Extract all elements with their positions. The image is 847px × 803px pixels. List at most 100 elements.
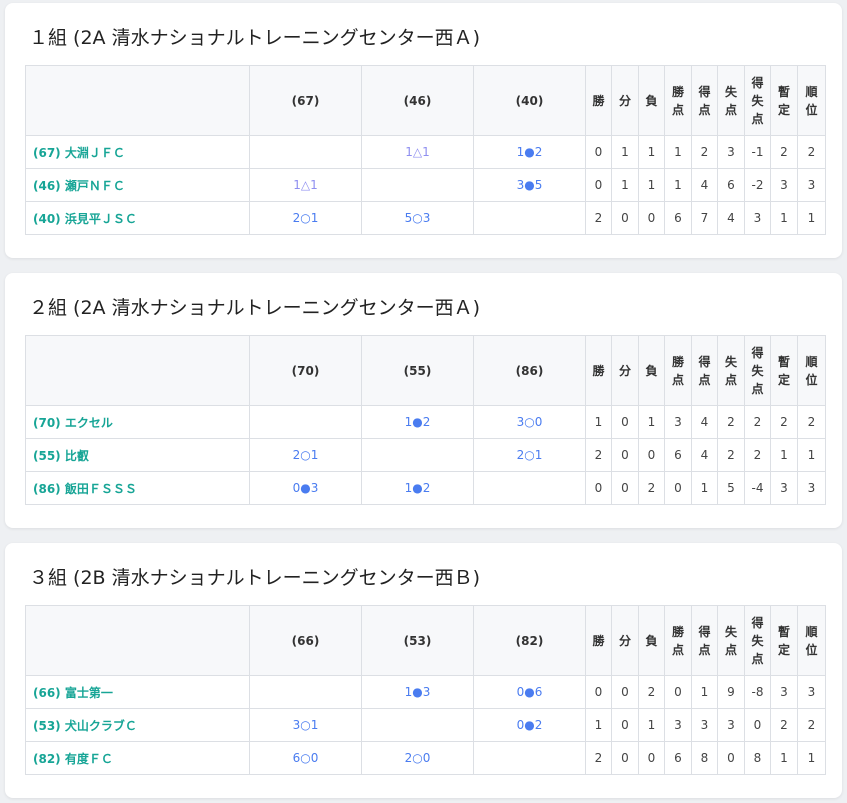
stat-cell: 1 (691, 675, 718, 709)
stat-cell: 3 (770, 675, 798, 709)
match-result[interactable]: 3○1 (249, 708, 362, 742)
stat-cell: 4 (691, 168, 718, 202)
stat-cell: 0 (585, 168, 612, 202)
header-stat: 勝 (585, 65, 612, 136)
stat-cell: 0 (611, 405, 639, 439)
stat-cell: 2 (691, 135, 718, 169)
stat-cell: 2 (797, 135, 826, 169)
match-result[interactable]: 1△1 (249, 168, 362, 202)
header-blank (25, 65, 250, 136)
stat-cell: -8 (744, 675, 771, 709)
match-result[interactable]: 5○3 (361, 201, 474, 235)
team-name[interactable]: (40) 浜見平ＪＳＣ (25, 201, 250, 235)
team-name[interactable]: (70) エクセル (25, 405, 250, 439)
stat-cell: 0 (611, 708, 639, 742)
match-result[interactable]: 1●2 (361, 405, 474, 439)
stat-cell: 3 (691, 708, 718, 742)
stat-cell: 3 (717, 135, 745, 169)
match-result (473, 201, 586, 235)
stat-cell: 1 (770, 438, 798, 472)
stat-cell: 0 (664, 471, 692, 505)
standings-table: (67) (46) (40) 勝分負勝点 得点 失点 得失点 暫定 順位 (67) 大淵ＪＦＣ 1△… (25, 65, 826, 235)
group-title: １組 (2A 清水ナショナルトレーニングセンター西Ａ) (29, 27, 480, 49)
stat-cell: 2 (585, 741, 612, 775)
stat-cell: 2 (744, 438, 771, 472)
match-result[interactable]: 2○1 (249, 201, 362, 235)
team-name[interactable]: (53) 犬山クラブＣ (25, 708, 250, 742)
table-row: (46) 瀬戸ＮＦＣ 1△1 3●5 0 1 1 1 4 6 -2 3 3 (25, 168, 826, 202)
match-result[interactable]: 1●2 (361, 471, 474, 505)
stat-cell: 2 (717, 438, 745, 472)
stat-cell: 1 (664, 168, 692, 202)
stat-cell: 2 (638, 675, 665, 709)
header-stat: 順位 (797, 605, 826, 676)
header-row: (67) (46) (40) 勝分負勝点 得点 失点 得失点 暫定 順位 (25, 65, 826, 136)
match-result (473, 471, 586, 505)
stat-cell: 1 (664, 135, 692, 169)
match-result[interactable]: 6○0 (249, 741, 362, 775)
stat-cell: 4 (691, 405, 718, 439)
stat-cell: 1 (585, 405, 612, 439)
match-result[interactable]: 2○0 (361, 741, 474, 775)
header-stat: 負 (638, 605, 665, 676)
match-result[interactable]: 0●2 (473, 708, 586, 742)
header-blank (25, 335, 250, 406)
team-name[interactable]: (66) 富士第一 (25, 675, 250, 709)
stat-cell: 8 (691, 741, 718, 775)
header-stat: 分 (611, 605, 639, 676)
stat-cell: 1 (797, 438, 826, 472)
header-opponent: (86) (473, 335, 586, 406)
team-name[interactable]: (55) 比叡 (25, 438, 250, 472)
match-result[interactable]: 1●3 (361, 675, 474, 709)
header-stat: 分 (611, 65, 639, 136)
header-stat: 得失点 (744, 605, 771, 676)
header-stat: 暫定 (770, 605, 798, 676)
stat-cell: 0 (611, 741, 639, 775)
team-name[interactable]: (82) 有度ＦＣ (25, 741, 250, 775)
stat-cell: 0 (585, 471, 612, 505)
match-result[interactable]: 2○1 (249, 438, 362, 472)
match-result[interactable]: 1●2 (473, 135, 586, 169)
team-name[interactable]: (67) 大淵ＪＦＣ (25, 135, 250, 169)
team-name[interactable]: (46) 瀬戸ＮＦＣ (25, 168, 250, 202)
match-result (249, 675, 362, 709)
stat-cell: 0 (717, 741, 745, 775)
stat-cell: 1 (638, 135, 665, 169)
stat-cell: 1 (585, 708, 612, 742)
header-opponent: (67) (249, 65, 362, 136)
stat-cell: 1 (797, 741, 826, 775)
header-stat: 分 (611, 335, 639, 406)
standings-table: (70) (55) (86) 勝分負勝点 得点 失点 得失点 暫定 順位 (70) エクセル 1●2… (25, 335, 826, 505)
stat-cell: 2 (797, 405, 826, 439)
stat-cell: 0 (585, 135, 612, 169)
header-stat: 順位 (797, 335, 826, 406)
match-result[interactable]: 3●5 (473, 168, 586, 202)
header-opponent: (82) (473, 605, 586, 676)
table-row: (66) 富士第一 1●3 0●6 0 0 2 0 1 9 -8 3 3 (25, 675, 826, 709)
stat-cell: 0 (638, 741, 665, 775)
match-result[interactable]: 3○0 (473, 405, 586, 439)
header-stat: 負 (638, 335, 665, 406)
match-result[interactable]: 2○1 (473, 438, 586, 472)
header-opponent: (53) (361, 605, 474, 676)
stat-cell: 3 (664, 708, 692, 742)
match-result[interactable]: 1△1 (361, 135, 474, 169)
stat-cell: 0 (611, 438, 639, 472)
stat-cell: 1 (638, 168, 665, 202)
stat-cell: 1 (638, 405, 665, 439)
stat-cell: 1 (770, 201, 798, 235)
stat-cell: 1 (638, 708, 665, 742)
stat-cell: 0 (611, 675, 639, 709)
header-opponent: (70) (249, 335, 362, 406)
table-row: (86) 飯田ＦＳＳＳ 0●3 1●2 0 0 2 0 1 5 -4 3 3 (25, 471, 826, 505)
stat-cell: 1 (797, 201, 826, 235)
stat-cell: 9 (717, 675, 745, 709)
match-result[interactable]: 0●6 (473, 675, 586, 709)
group-card: １組 (2A 清水ナショナルトレーニングセンター西Ａ) (67) (46) (40) 勝… (5, 3, 842, 258)
match-result[interactable]: 0●3 (249, 471, 362, 505)
header-stat: 勝点 (664, 335, 692, 406)
stat-cell: 0 (611, 471, 639, 505)
team-name[interactable]: (86) 飯田ＦＳＳＳ (25, 471, 250, 505)
stat-cell: 2 (797, 708, 826, 742)
header-row: (70) (55) (86) 勝分負勝点 得点 失点 得失点 暫定 順位 (25, 335, 826, 406)
